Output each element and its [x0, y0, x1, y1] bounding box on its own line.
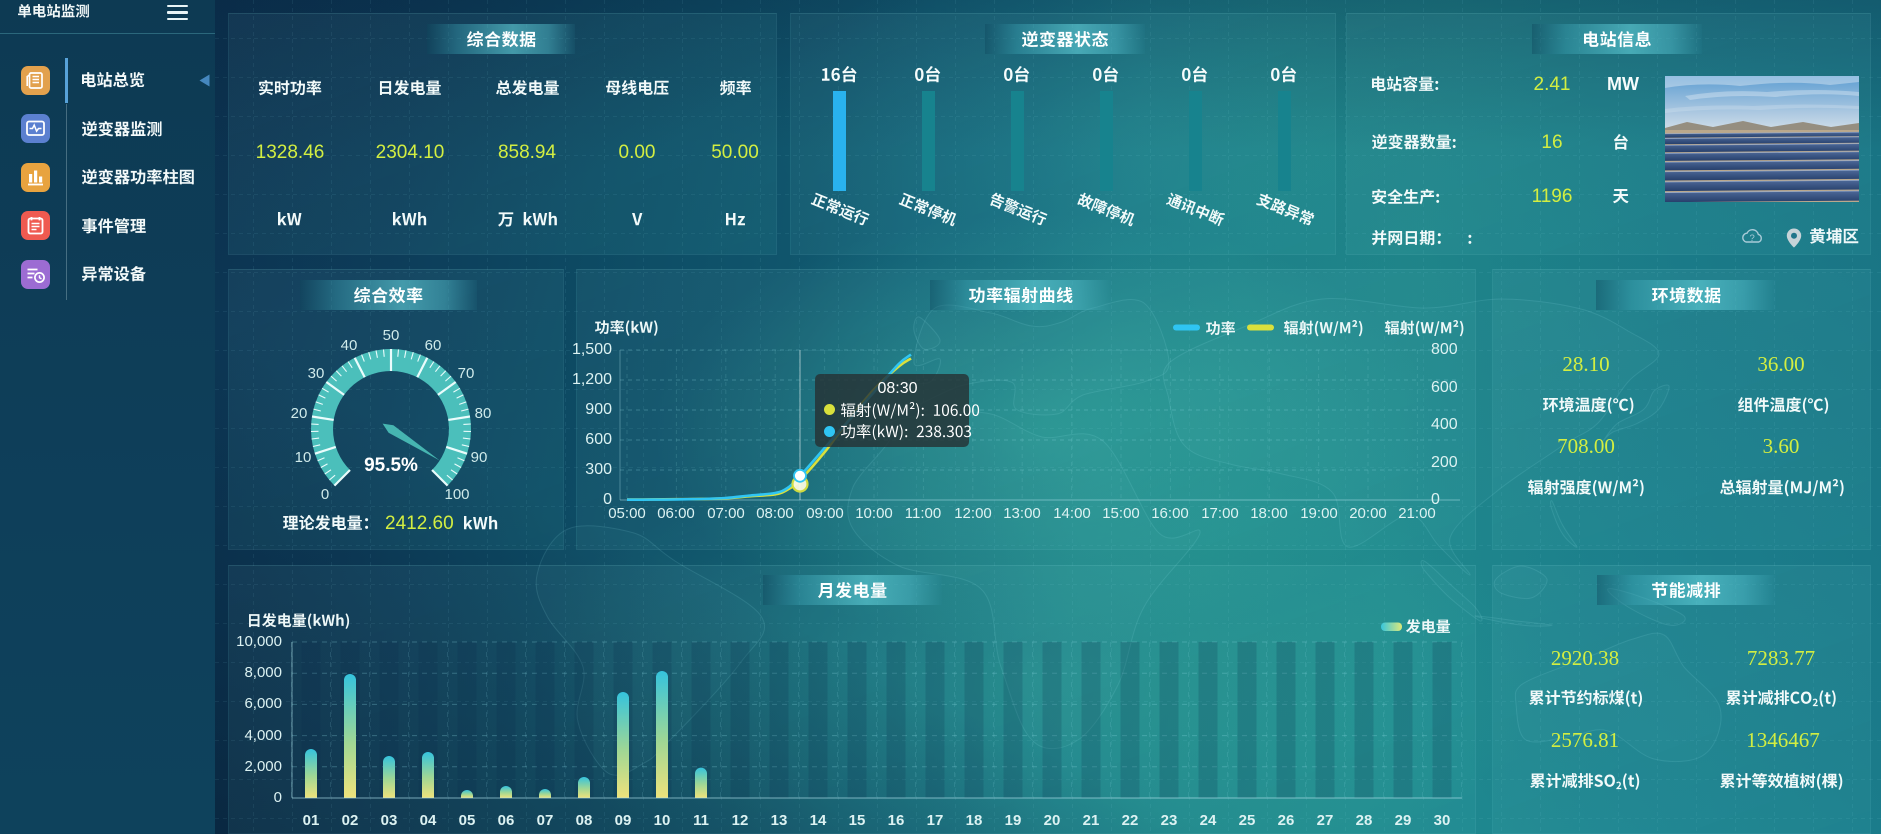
svg-text:?: ? [1750, 233, 1755, 244]
